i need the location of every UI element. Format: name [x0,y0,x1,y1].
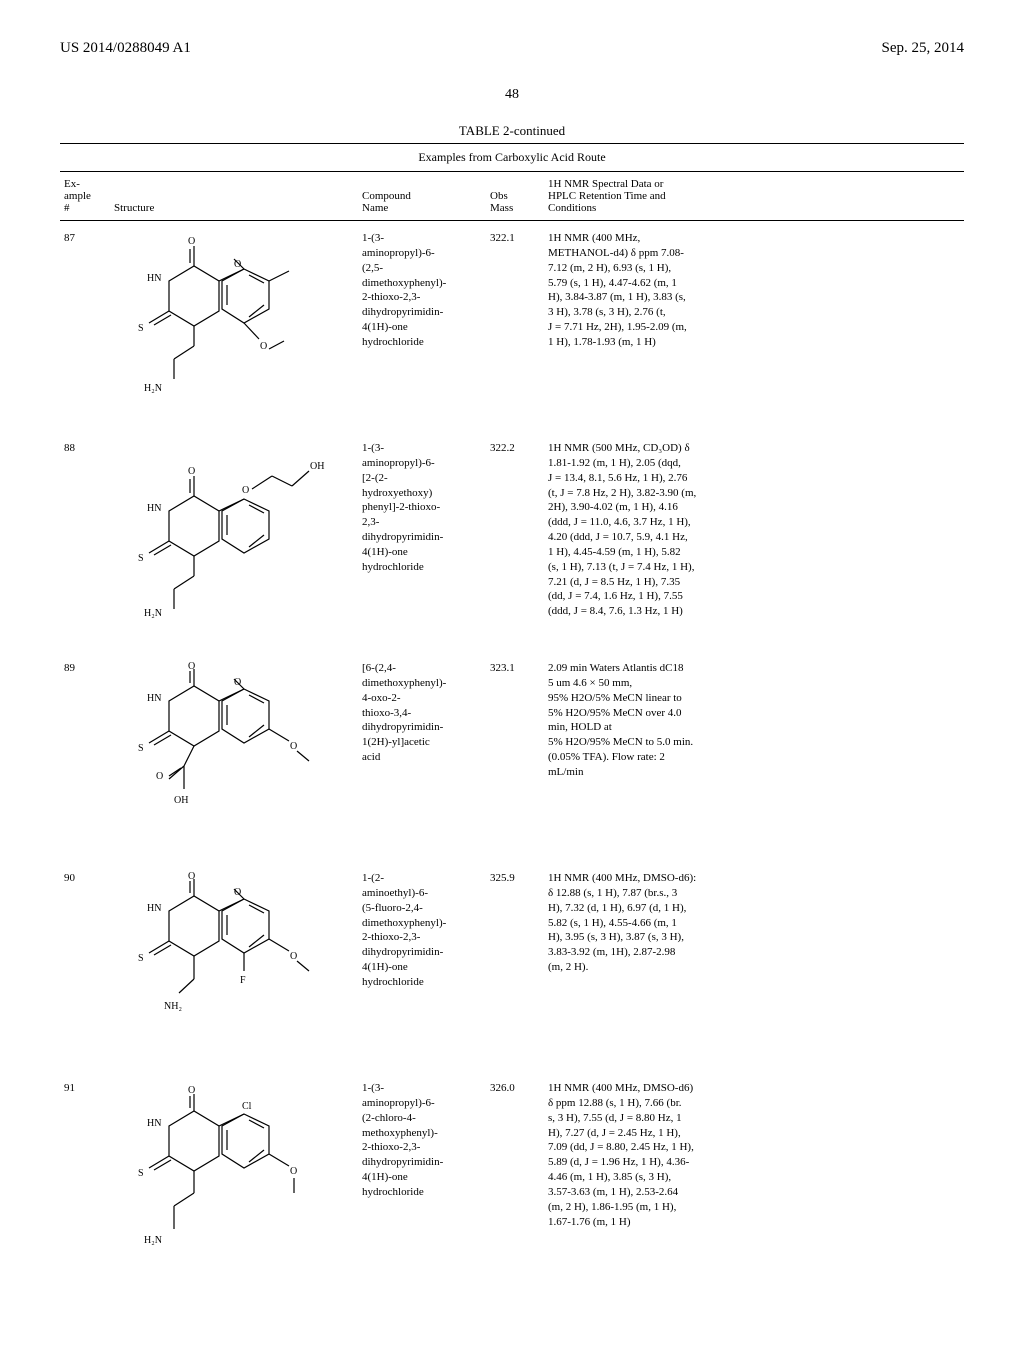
svg-text:O: O [290,741,297,752]
structure-cell: O HN S O OH [110,651,358,861]
obs-mass: 325.9 [486,861,544,1071]
svg-text:O: O [188,466,195,477]
table-row: 91 O HN S [60,1071,964,1291]
svg-text:OH: OH [174,795,188,806]
nmr-data: 2.09 min Waters Atlantis dC18 5 um 4.6 ×… [544,651,964,861]
example-number: 89 [60,651,110,861]
chemical-structure-icon: O HN S H₂N [114,441,334,621]
nmr-data: 1H NMR (400 MHz, DMSO-d6) δ ppm 12.88 (s… [544,1071,964,1291]
table-row: 87 O HN S [60,221,964,432]
col-header-nmr: 1H NMR Spectral Data or HPLC Retention T… [544,172,964,221]
structure-cell: O HN S NH₂ [110,861,358,1071]
svg-text:HN: HN [147,273,161,284]
nmr-data: 1H NMR (400 MHz, METHANOL-d4) δ ppm 7.08… [544,221,964,432]
svg-text:O: O [188,871,195,882]
chemical-structure-icon: O HN S H₂N [114,231,314,401]
page-number: 48 [60,87,964,103]
svg-text:S: S [138,1168,144,1179]
svg-text:O: O [188,1085,195,1096]
structure-cell: O HN S H₂N [110,1071,358,1291]
chemical-structure-icon: O HN S NH₂ [114,871,324,1041]
svg-text:O: O [242,485,249,496]
svg-text:F: F [240,975,246,986]
example-number: 88 [60,431,110,651]
compound-name: 1-(3- aminopropyl)-6- [2-(2- hydroxyetho… [358,431,486,651]
structure-cell: O HN S H₂N [110,431,358,651]
example-number: 91 [60,1071,110,1291]
svg-text:OH: OH [310,461,324,472]
svg-text:H₂N: H₂N [144,383,162,394]
col-header-structure: Structure [110,172,358,221]
svg-text:H₂N: H₂N [144,608,162,619]
chemical-structure-icon: O HN S O OH [114,661,314,831]
page: US 2014/0288049 A1 Sep. 25, 2014 48 TABL… [0,0,1024,1351]
examples-table: Ex- ample # Structure Compound Name Obs … [60,172,964,1291]
svg-text:HN: HN [147,1118,161,1129]
obs-mass: 322.2 [486,431,544,651]
obs-mass: 326.0 [486,1071,544,1291]
svg-text:NH₂: NH₂ [164,1001,182,1012]
svg-text:O: O [290,951,297,962]
svg-text:S: S [138,553,144,564]
obs-mass: 322.1 [486,221,544,432]
table-header-row: Ex- ample # Structure Compound Name Obs … [60,172,964,221]
example-number: 90 [60,861,110,1071]
example-number: 87 [60,221,110,432]
obs-mass: 323.1 [486,651,544,861]
table-row: 88 O HN S [60,431,964,651]
compound-name: 1-(2- aminoethyl)-6- (5-fluoro-2,4- dime… [358,861,486,1071]
nmr-data: 1H NMR (500 MHz, CD₃OD) δ 1.81-1.92 (m, … [544,431,964,651]
col-header-compound: Compound Name [358,172,486,221]
table-row: 89 O HN S [60,651,964,861]
svg-text:O: O [188,661,195,672]
svg-text:H₂N: H₂N [144,1235,162,1246]
svg-text:HN: HN [147,503,161,514]
svg-text:S: S [138,323,144,334]
svg-text:HN: HN [147,903,161,914]
compound-name: 1-(3- aminopropyl)-6- (2-chloro-4- metho… [358,1071,486,1291]
publication-date: Sep. 25, 2014 [882,40,965,57]
svg-text:O: O [290,1166,297,1177]
svg-text:O: O [260,341,267,352]
svg-text:O: O [188,236,195,247]
svg-text:S: S [138,953,144,964]
svg-text:HN: HN [147,693,161,704]
chemical-structure-icon: O HN S H₂N [114,1081,314,1261]
svg-text:O: O [156,771,163,782]
structure-cell: O HN S H₂N [110,221,358,432]
patent-number: US 2014/0288049 A1 [60,40,191,57]
nmr-data: 1H NMR (400 MHz, DMSO-d6): δ 12.88 (s, 1… [544,861,964,1071]
page-header: US 2014/0288049 A1 Sep. 25, 2014 [60,40,964,57]
table-subtitle: Examples from Carboxylic Acid Route [60,143,964,172]
table-row: 90 O HN S [60,861,964,1071]
svg-text:S: S [138,743,144,754]
compound-name: [6-(2,4- dimethoxyphenyl)- 4-oxo-2- thio… [358,651,486,861]
col-header-mass: Obs Mass [486,172,544,221]
table-title: TABLE 2-continued [60,123,964,139]
compound-name: 1-(3- aminopropyl)-6- (2,5- dimethoxyphe… [358,221,486,432]
col-header-example: Ex- ample # [60,172,110,221]
svg-text:Cl: Cl [242,1101,252,1112]
